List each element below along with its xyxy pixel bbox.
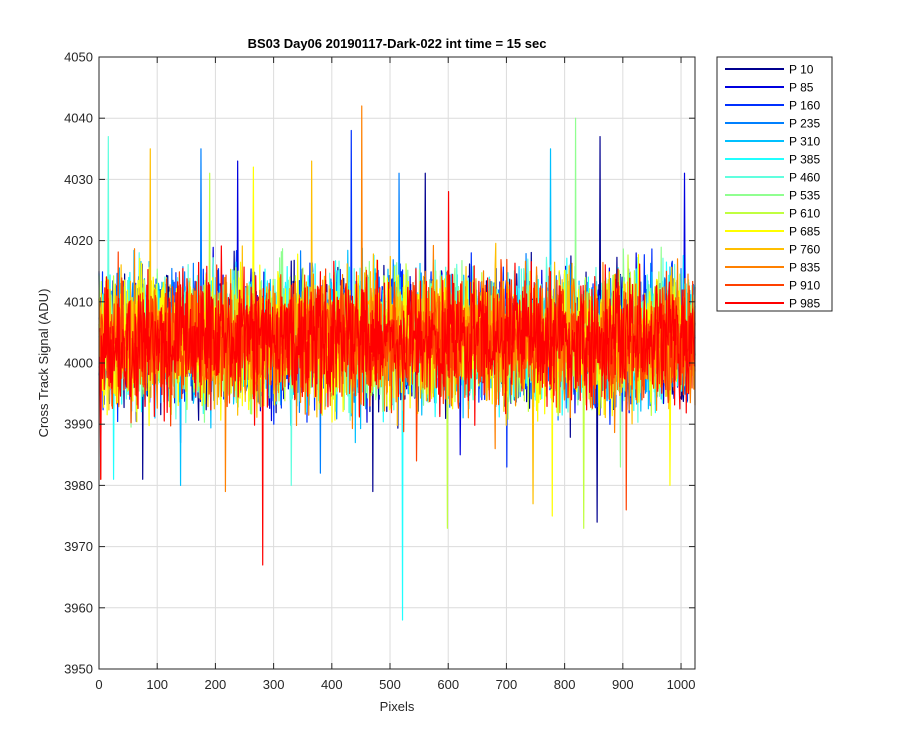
y-axis-label: Cross Track Signal (ADU)	[36, 289, 51, 438]
legend-label: P 460	[789, 171, 820, 185]
x-tick-label: 600	[437, 677, 459, 692]
legend: P 10 P 85 P 160 P 235 P 310 P 385 P 460 P 535 P …	[716, 56, 833, 312]
x-tick-label: 400	[321, 677, 343, 692]
x-tick-label: 300	[263, 677, 285, 692]
legend-entry: P 760	[725, 243, 820, 257]
legend-entry: P 310	[725, 135, 820, 149]
legend-entry: P 235	[725, 117, 820, 131]
legend-box	[716, 56, 833, 312]
x-tick-label: 200	[205, 677, 227, 692]
legend-label: P 235	[789, 117, 820, 131]
y-tick-label: 4030	[64, 172, 93, 187]
legend-entry: P 610	[725, 207, 820, 221]
legend-label: P 535	[789, 189, 820, 203]
legend-label: P 910	[789, 279, 820, 293]
chart-title: BS03 Day06 20190117-Dark-022 int time = …	[248, 36, 547, 51]
y-tick-label: 4010	[64, 294, 93, 309]
y-tick-label: 3950	[64, 662, 93, 677]
y-tick-label: 3980	[64, 478, 93, 493]
legend-label: P 85	[789, 81, 814, 95]
x-tick-label: 1000	[667, 677, 696, 692]
x-tick-label: 700	[496, 677, 518, 692]
y-tick-label: 4050	[64, 50, 93, 65]
legend-label: P 310	[789, 135, 820, 149]
legend-entry: P 685	[725, 225, 820, 239]
x-tick-label: 500	[379, 677, 401, 692]
legend-label: P 685	[789, 225, 820, 239]
legend-entry: P 85	[725, 81, 814, 95]
x-tick-label: 0	[95, 677, 102, 692]
legend-entry: P 985	[725, 297, 820, 311]
legend-label: P 985	[789, 297, 820, 311]
y-tick-label: 3960	[64, 600, 93, 615]
legend-label: P 385	[789, 153, 820, 167]
axis-ticks: 0 100 200 300 400 500 600 700 800 900 1000 3950 3960…	[64, 50, 695, 693]
x-axis-label: Pixels	[380, 699, 415, 714]
series-line-13	[98, 191, 696, 566]
y-tick-label: 3990	[64, 417, 93, 432]
legend-entry: P 460	[725, 171, 820, 185]
legend-label: P 835	[789, 261, 820, 275]
legend-entries: P 10 P 85 P 160 P 235 P 310 P 385 P 460 P 535 P …	[725, 63, 820, 311]
x-tick-label: 900	[612, 677, 634, 692]
legend-label: P 760	[789, 243, 820, 257]
plot-area: 0 100 200 300 400 500 600 700 800 900 1000 3950 3960…	[64, 50, 696, 693]
legend-label: P 160	[789, 99, 820, 113]
y-tick-label: 4020	[64, 233, 93, 248]
legend-entry: P 535	[725, 189, 820, 203]
legend-entry: P 385	[725, 153, 820, 167]
x-tick-label: 800	[554, 677, 576, 692]
y-tick-label: 4000	[64, 356, 93, 371]
x-tick-label: 100	[146, 677, 168, 692]
legend-entry: P 160	[725, 99, 820, 113]
legend-label: P 610	[789, 207, 820, 221]
legend-entry: P 910	[725, 279, 820, 293]
y-tick-label: 4040	[64, 111, 93, 126]
legend-entry: P 10	[725, 63, 814, 77]
series-lines	[98, 105, 696, 621]
legend-entry: P 835	[725, 261, 820, 275]
y-tick-label: 3970	[64, 539, 93, 554]
legend-label: P 10	[789, 63, 814, 77]
